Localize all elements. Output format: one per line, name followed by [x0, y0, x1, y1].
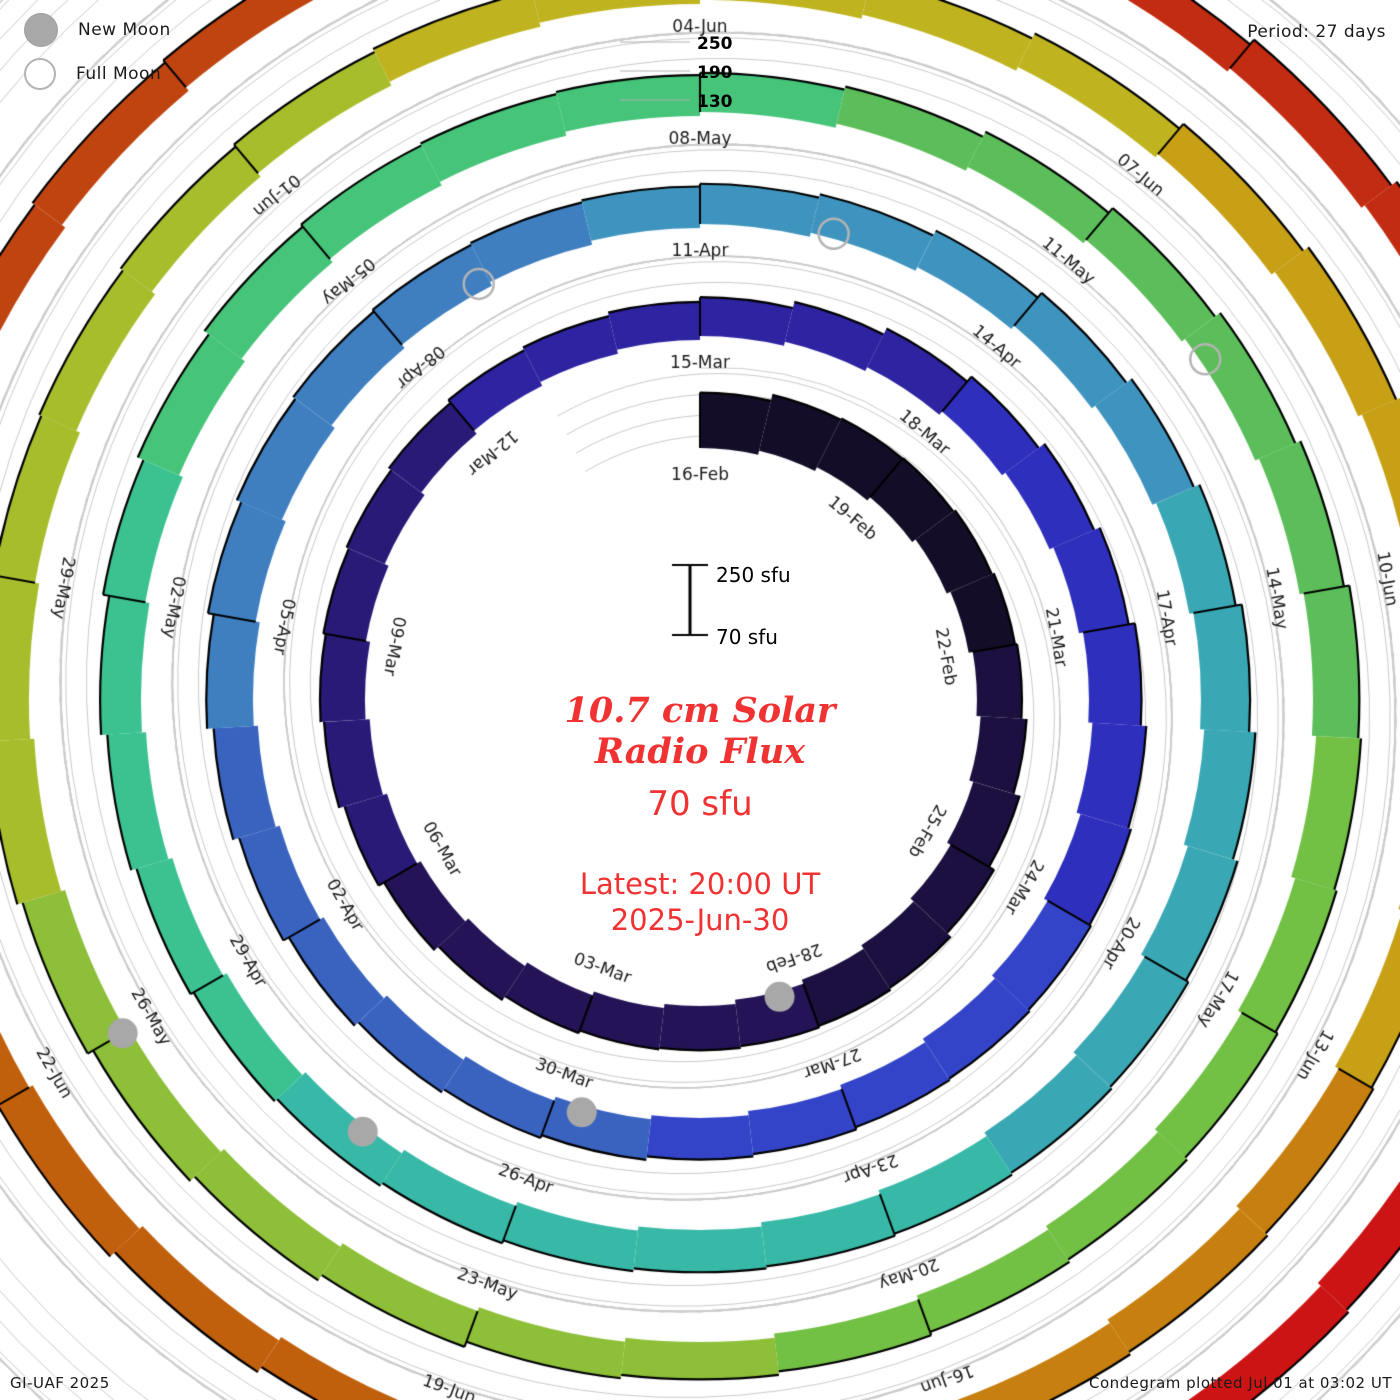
condegram-spiral-plot: [0, 0, 1400, 1400]
